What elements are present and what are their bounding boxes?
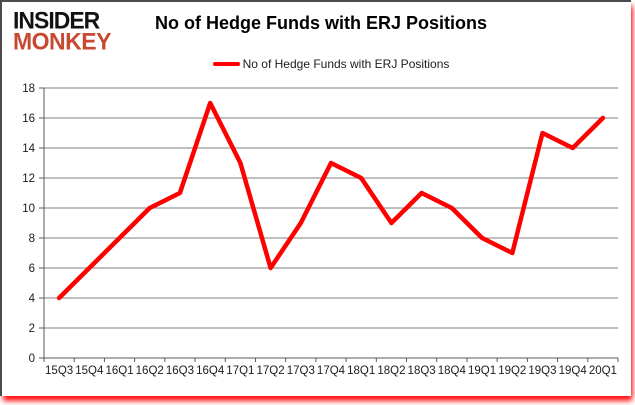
x-axis-label: 19Q2 (498, 365, 526, 377)
x-axis-label: 16Q2 (136, 365, 164, 377)
y-axis-label: 14 (22, 143, 35, 155)
y-axis-label: 8 (29, 233, 35, 245)
x-axis-label: 15Q4 (75, 365, 104, 377)
x-axis-label: 15Q3 (45, 365, 73, 377)
data-series-line (56, 100, 606, 301)
x-axis-label: 19Q4 (559, 365, 588, 377)
chart-title: No of Hedge Funds with ERJ Positions (155, 13, 488, 33)
x-axis-label: 16Q3 (166, 365, 194, 377)
x-axis-label: 18Q4 (438, 365, 467, 377)
x-axis-label: 19Q3 (528, 365, 556, 377)
y-axis-label: 10 (22, 203, 35, 215)
x-axis-label: 18Q3 (408, 365, 436, 377)
y-axis-label: 6 (29, 263, 35, 275)
x-axis-label: 20Q1 (589, 365, 617, 377)
y-axis-label: 2 (29, 323, 35, 335)
x-axis-label: 19Q1 (468, 365, 496, 377)
legend-line-swatch (212, 62, 240, 66)
x-axis-label: 16Q1 (105, 365, 133, 377)
insider-monkey-logo: INSIDER MONKEY (13, 6, 111, 55)
x-axis-label: 17Q3 (287, 365, 315, 377)
legend-label: No of Hedge Funds with ERJ Positions (242, 57, 450, 71)
x-axis-label: 17Q2 (257, 365, 285, 377)
y-axis-label: 12 (22, 173, 35, 185)
logo-insider-text: INSIDER (13, 6, 100, 34)
y-axis-label: 16 (22, 113, 35, 125)
y-axis-label: 0 (29, 353, 35, 365)
x-axis-label: 16Q4 (196, 365, 225, 377)
x-axis-label: 18Q2 (377, 365, 405, 377)
x-axis-label: 18Q1 (347, 365, 375, 377)
legend: No of Hedge Funds with ERJ Positions (44, 57, 618, 71)
x-axis-label: 17Q1 (226, 365, 254, 377)
logo-monkey-text: MONKEY (13, 27, 111, 55)
y-axis-label: 4 (29, 293, 36, 305)
x-axis-label: 17Q4 (317, 365, 346, 377)
y-axis-label: 18 (22, 83, 35, 95)
